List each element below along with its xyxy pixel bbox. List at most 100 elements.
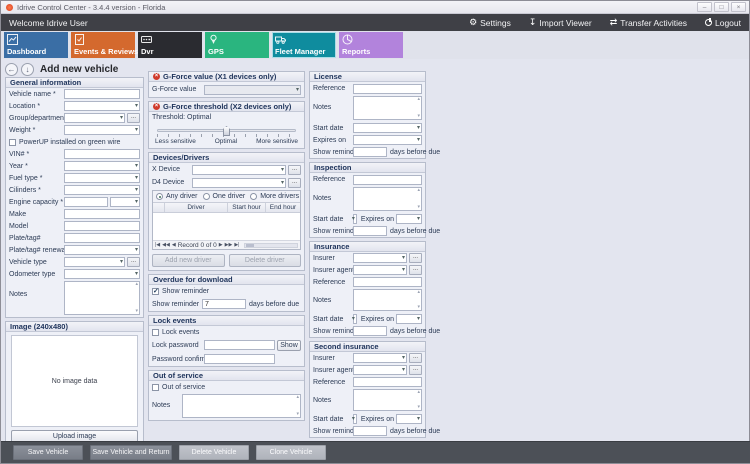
second-insurance-expires-on-dropdown[interactable]: ▾ (396, 414, 422, 424)
second-insurer-dropdown[interactable]: ▾ (353, 353, 407, 363)
insurer-agent-browse-button[interactable]: ... (409, 265, 422, 275)
gforce-slider-track[interactable] (157, 126, 296, 136)
insurer-browse-button[interactable]: ... (409, 253, 422, 263)
scroll-down-button[interactable]: ↓ (21, 62, 34, 76)
x-device-dropdown[interactable]: ▾ (192, 164, 286, 175)
transfer-activities-button[interactable]: ⇄ Transfer Activities (610, 18, 687, 28)
second-insurance-notes-textarea[interactable]: ▴ ▾ (353, 389, 422, 411)
import-viewer-button[interactable]: ↧ Import Viewer (529, 18, 592, 28)
reminder-days-input[interactable]: 7 (202, 299, 246, 309)
show-reminder-checkbox[interactable]: ✓ (152, 287, 159, 295)
password-confirm-input[interactable] (204, 354, 275, 364)
insurance-reminder-days-input[interactable] (353, 326, 387, 336)
nav-first-button[interactable]: |◀ (155, 242, 161, 248)
second-insurer-browse-button[interactable]: ... (409, 353, 422, 363)
vehicle-type-dropdown[interactable]: ▾ (64, 257, 125, 267)
oos-notes-textarea[interactable]: ▴ ▾ (182, 394, 301, 418)
nav-last-button[interactable]: ▶| (234, 242, 240, 248)
year-dropdown[interactable]: ▾ (64, 161, 140, 171)
tab-events-reviews[interactable]: Events & Reviews (71, 32, 138, 58)
fuel-type-dropdown[interactable]: ▾ (64, 173, 140, 183)
inspection-reference-input[interactable] (353, 174, 422, 185)
insurer-dropdown[interactable]: ▾ (353, 253, 407, 263)
weight-dropdown[interactable]: ▾ (64, 125, 140, 135)
gforce-slider-thumb[interactable] (223, 126, 230, 136)
maximize-button[interactable]: □ (714, 2, 729, 12)
inspection-notes-textarea[interactable]: ▴ ▾ (353, 187, 422, 211)
group-department-dropdown[interactable]: ▾ (64, 113, 125, 123)
one-driver-radio[interactable] (202, 193, 210, 200)
tab-reports[interactable]: Reports (339, 32, 403, 58)
d4-device-dropdown[interactable]: ▾ (192, 177, 286, 188)
vin-input[interactable] (64, 149, 140, 159)
settings-button[interactable]: ⚙ Settings (469, 18, 511, 28)
clone-vehicle-button[interactable]: Clone Vehicle (256, 445, 326, 460)
minimize-button[interactable]: – (697, 2, 712, 12)
insurance-start-date-dropdown[interactable]: ▾ (352, 314, 357, 324)
engine-capacity-unit-dropdown[interactable]: ▾ (110, 197, 140, 207)
powerup-checkbox[interactable] (9, 138, 16, 146)
nav-next-button[interactable]: ▶ (218, 242, 223, 248)
tab-dvr[interactable]: Dvr (138, 32, 202, 58)
add-new-driver-button[interactable]: Add new driver (152, 254, 225, 267)
delete-driver-button[interactable]: Delete driver (228, 254, 301, 267)
nav-prev-page-button[interactable]: ◀◀ (162, 242, 170, 248)
odometer-type-dropdown[interactable]: ▾ (64, 269, 140, 279)
second-insurance-start-date-dropdown[interactable]: ▾ (352, 414, 357, 424)
nav-prev-button[interactable]: ◀ (171, 242, 176, 248)
make-input[interactable] (64, 209, 140, 219)
general-notes-textarea[interactable]: ▴ ▾ (64, 281, 140, 315)
nav-next-page-button[interactable]: ▶▶ (224, 242, 233, 248)
show-password-button[interactable]: Show (277, 339, 301, 351)
second-insurance-reminder-days-input[interactable] (353, 426, 387, 436)
license-start-date-dropdown[interactable]: ▾ (353, 123, 422, 133)
grid-body[interactable] (153, 213, 300, 240)
engine-capacity-input[interactable] (64, 197, 108, 207)
delete-vehicle-button[interactable]: Delete Vehicle (179, 445, 249, 460)
logout-button[interactable]: Logout (705, 18, 741, 28)
back-button[interactable]: ← (5, 62, 18, 76)
license-expires-on-dropdown[interactable]: ▾ (353, 135, 422, 145)
insurance-notes-textarea[interactable]: ▴ ▾ (353, 289, 422, 311)
insurance-reference-input[interactable] (353, 277, 422, 287)
insurance-expires-on-dropdown[interactable]: ▾ (396, 314, 422, 324)
tab-fleet-manager[interactable]: Fleet Manager (272, 32, 336, 58)
model-input[interactable] (64, 221, 140, 231)
tab-gps[interactable]: GPS (205, 32, 269, 58)
cilinders-dropdown[interactable]: ▾ (64, 185, 140, 195)
plate-tag-renewal-dropdown[interactable]: ▾ (64, 245, 140, 255)
reports-icon (342, 34, 353, 45)
tab-dashboard[interactable]: Dashboard (4, 32, 68, 58)
second-insurer-agent-dropdown[interactable]: ▾ (353, 365, 407, 375)
start-hour-column-header[interactable]: Start hour (228, 203, 266, 212)
any-driver-radio[interactable] (156, 193, 163, 200)
insurer-agent-dropdown[interactable]: ▾ (353, 265, 407, 275)
out-of-service-checkbox[interactable] (152, 383, 159, 391)
close-button[interactable]: × (731, 2, 746, 12)
second-insurance-reference-input[interactable] (353, 377, 422, 387)
license-reminder-days-input[interactable] (353, 147, 387, 157)
vehicle-type-browse-button[interactable]: ... (127, 257, 140, 267)
lock-password-input[interactable] (204, 340, 275, 350)
inspection-reminder-days-input[interactable] (353, 226, 387, 236)
grid-scrollbar[interactable] (244, 242, 298, 248)
grid-scrollbar-thumb[interactable] (246, 243, 255, 247)
d4-device-browse-button[interactable]: ... (288, 177, 301, 188)
save-vehicle-return-button[interactable]: Save Vehicle and Return (90, 445, 172, 460)
second-insurer-agent-browse-button[interactable]: ... (409, 365, 422, 375)
plate-tag-input[interactable] (64, 233, 140, 243)
x-device-browse-button[interactable]: ... (288, 164, 301, 175)
vehicle-name-input[interactable] (64, 89, 140, 99)
group-department-browse-button[interactable]: ... (127, 113, 140, 123)
end-hour-column-header[interactable]: End hour (269, 204, 297, 211)
lock-events-checkbox[interactable] (152, 328, 159, 336)
more-drivers-radio[interactable] (250, 193, 258, 200)
driver-column-header[interactable]: Driver (165, 203, 228, 212)
save-vehicle-button[interactable]: Save Vehicle (13, 445, 83, 460)
license-notes-textarea[interactable]: ▴ ▾ (353, 96, 422, 120)
main-tabbar: Dashboard Events & Reviews Dvr GPS Fleet… (1, 31, 749, 59)
location-dropdown[interactable]: ▾ (64, 101, 140, 111)
inspection-expires-on-dropdown[interactable]: ▾ (396, 214, 422, 224)
inspection-start-date-dropdown[interactable]: ▾ (352, 214, 357, 224)
license-reference-input[interactable] (353, 83, 422, 94)
